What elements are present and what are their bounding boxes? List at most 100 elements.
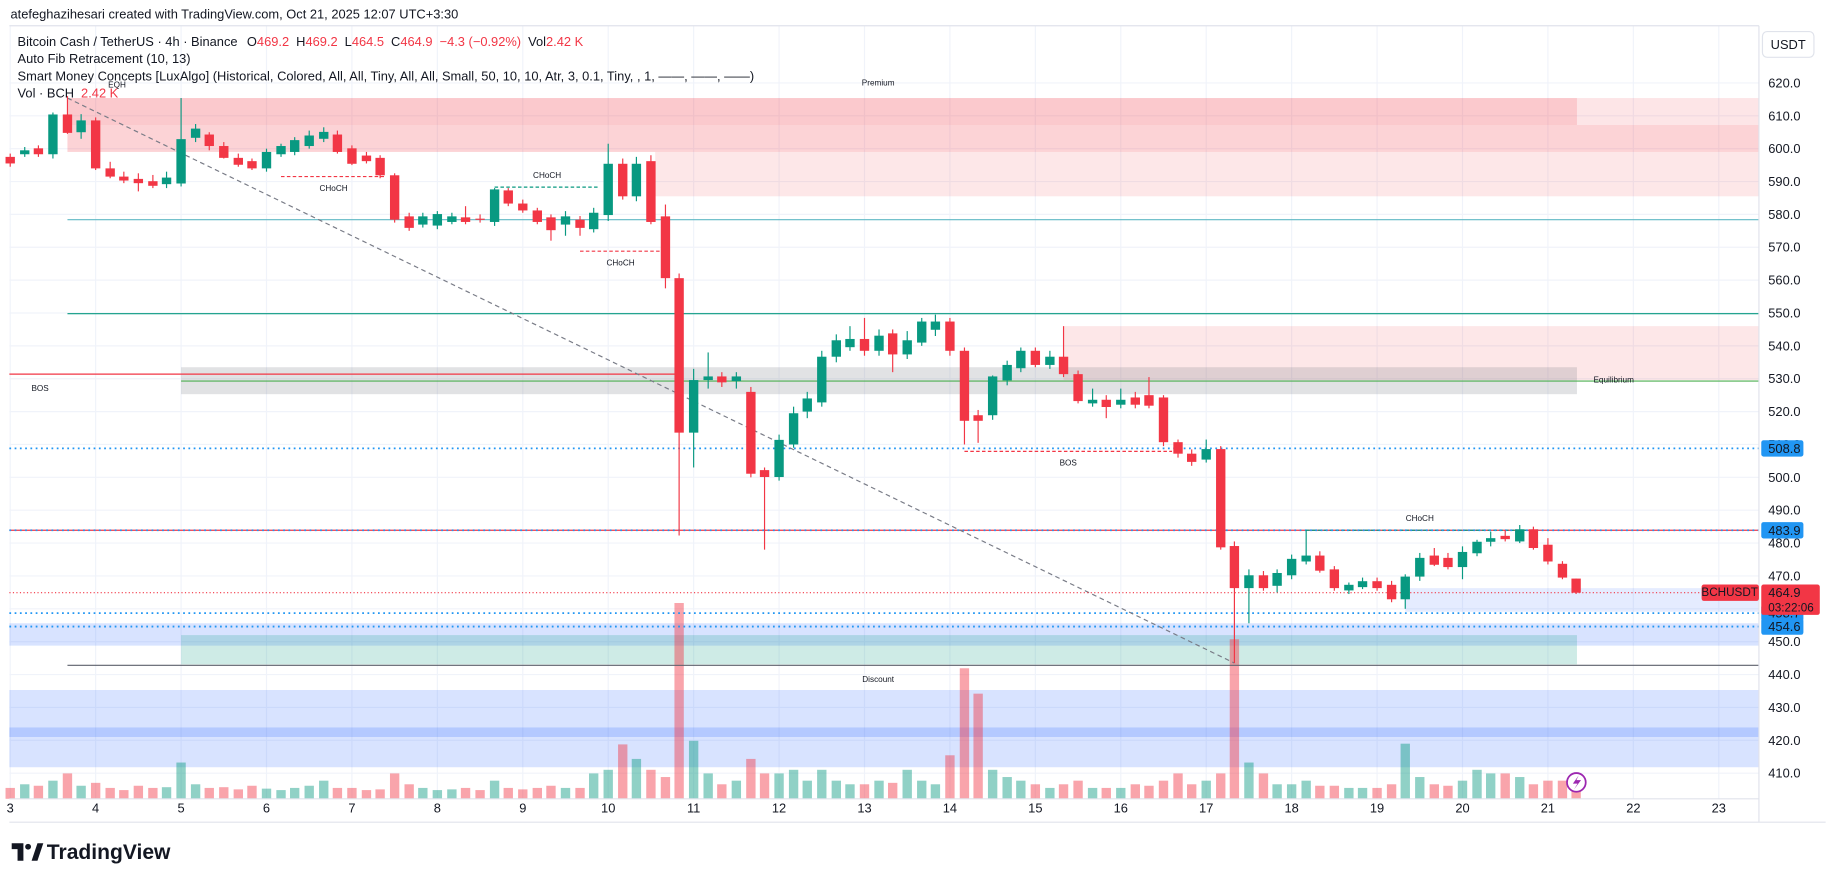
price-tag — [1761, 522, 1804, 539]
volume-bar — [1158, 780, 1169, 799]
currency-button[interactable] — [1761, 30, 1815, 58]
volume-bar — [859, 784, 870, 799]
volume-bar — [1244, 762, 1254, 799]
y-tick-label: 520.0 — [1768, 404, 1800, 419]
volume-bar — [1329, 785, 1340, 799]
candle-body — [148, 181, 158, 186]
candle-body — [1244, 575, 1254, 589]
volume-bar — [1216, 773, 1226, 799]
candle-body — [90, 120, 101, 169]
candle-body — [119, 176, 129, 181]
candle-body — [161, 177, 172, 185]
symbol-legend: Bitcoin Cash / TetherUS · 4h · Binance O4… — [18, 33, 584, 48]
price-tag-label: 454.6 — [1768, 619, 1800, 634]
candle-body — [62, 114, 73, 133]
volume-bar — [688, 740, 699, 799]
volume-bar — [1515, 777, 1525, 799]
volume-bar — [1344, 787, 1354, 799]
candle-body — [48, 114, 58, 155]
volume-bar — [361, 790, 372, 799]
volume-indicator-name: Vol · BCH — [18, 85, 74, 100]
volume-bar — [1528, 784, 1539, 799]
symbol-tag — [1701, 584, 1759, 601]
y-tick-label: 610.0 — [1768, 108, 1800, 123]
last-price-label: 464.9 — [1768, 585, 1800, 600]
volume-bar — [475, 790, 485, 799]
alert-icon-bolt — [1572, 775, 1582, 790]
annotation: Premium — [862, 78, 895, 87]
volume-bar — [1443, 785, 1453, 799]
open-value: 469.2 — [257, 33, 289, 48]
volume-bar — [261, 788, 272, 799]
currency[interactable]: USDT — [1771, 37, 1806, 52]
annotation: Equilibrium — [1593, 376, 1634, 385]
volume-bar — [161, 787, 172, 799]
volume-bar — [575, 787, 585, 799]
x-tick-label: 4 — [92, 801, 99, 816]
volume-bar — [247, 785, 257, 799]
candle-body — [233, 157, 243, 165]
candle-body — [1058, 356, 1069, 375]
volume-bar — [1457, 780, 1468, 799]
volume-bar — [717, 784, 727, 799]
candle-body — [817, 356, 827, 403]
y-tick-label: 450.0 — [1768, 634, 1800, 649]
candle-body — [1400, 576, 1410, 600]
low-label: L — [345, 33, 352, 48]
volume-bar — [888, 782, 898, 799]
volume-bar — [503, 787, 513, 799]
candle-body — [404, 216, 414, 228]
annotation: Discount — [862, 675, 895, 684]
y-tick-label: 550.0 — [1768, 306, 1800, 321]
candle-body — [518, 203, 528, 211]
volume-bar — [1229, 639, 1240, 799]
volume-bar — [674, 603, 684, 799]
candle-body — [589, 212, 599, 230]
candle-body — [247, 161, 257, 169]
candle-body — [190, 128, 201, 138]
candle-body — [489, 189, 500, 222]
indicator-smc: Smart Money Concepts [LuxAlgo] (Historic… — [18, 69, 755, 84]
volume-bar — [560, 787, 571, 799]
volume-value: 2.42 K — [546, 33, 584, 48]
zone — [67, 98, 1759, 152]
candle-body — [347, 148, 357, 164]
candle-body — [1457, 551, 1468, 568]
volume-bar — [1073, 780, 1083, 799]
volume-bar — [618, 744, 628, 799]
volume-bar — [774, 773, 784, 799]
candle-body — [1372, 581, 1382, 589]
volume-bar — [90, 782, 101, 799]
volume-bar — [1286, 784, 1297, 799]
candle-body — [1286, 558, 1297, 576]
candle-body — [176, 139, 186, 184]
candle-body — [917, 321, 927, 343]
volume-bar — [1486, 773, 1496, 799]
candle-body — [1515, 529, 1525, 542]
y-tick-label: 570.0 — [1768, 240, 1800, 255]
candle-body — [332, 134, 343, 152]
candle-body — [1415, 557, 1425, 577]
candle-body — [1087, 399, 1098, 404]
volume-bar — [1201, 780, 1211, 799]
volume-bar — [802, 780, 812, 799]
candle-body — [418, 216, 428, 225]
volume-bar — [831, 780, 841, 799]
volume-label: Vol — [528, 33, 546, 48]
price-tag — [1761, 440, 1804, 457]
x-tick-label: 16 — [1114, 801, 1128, 816]
zone — [1405, 588, 1759, 612]
volume-bar — [518, 789, 528, 799]
annotation: EQH — [108, 81, 126, 90]
volume-bar — [133, 785, 144, 799]
candle-body — [660, 216, 671, 279]
y-tick-label: 500.0 — [1768, 470, 1800, 485]
y-tick-label: 480.0 — [1768, 536, 1800, 551]
candle-body — [1229, 546, 1240, 589]
candle-body — [276, 146, 286, 155]
candle-body — [1187, 453, 1197, 462]
high-label: H — [296, 33, 305, 48]
volume-bar — [1173, 773, 1183, 799]
candle-body — [1101, 399, 1111, 408]
